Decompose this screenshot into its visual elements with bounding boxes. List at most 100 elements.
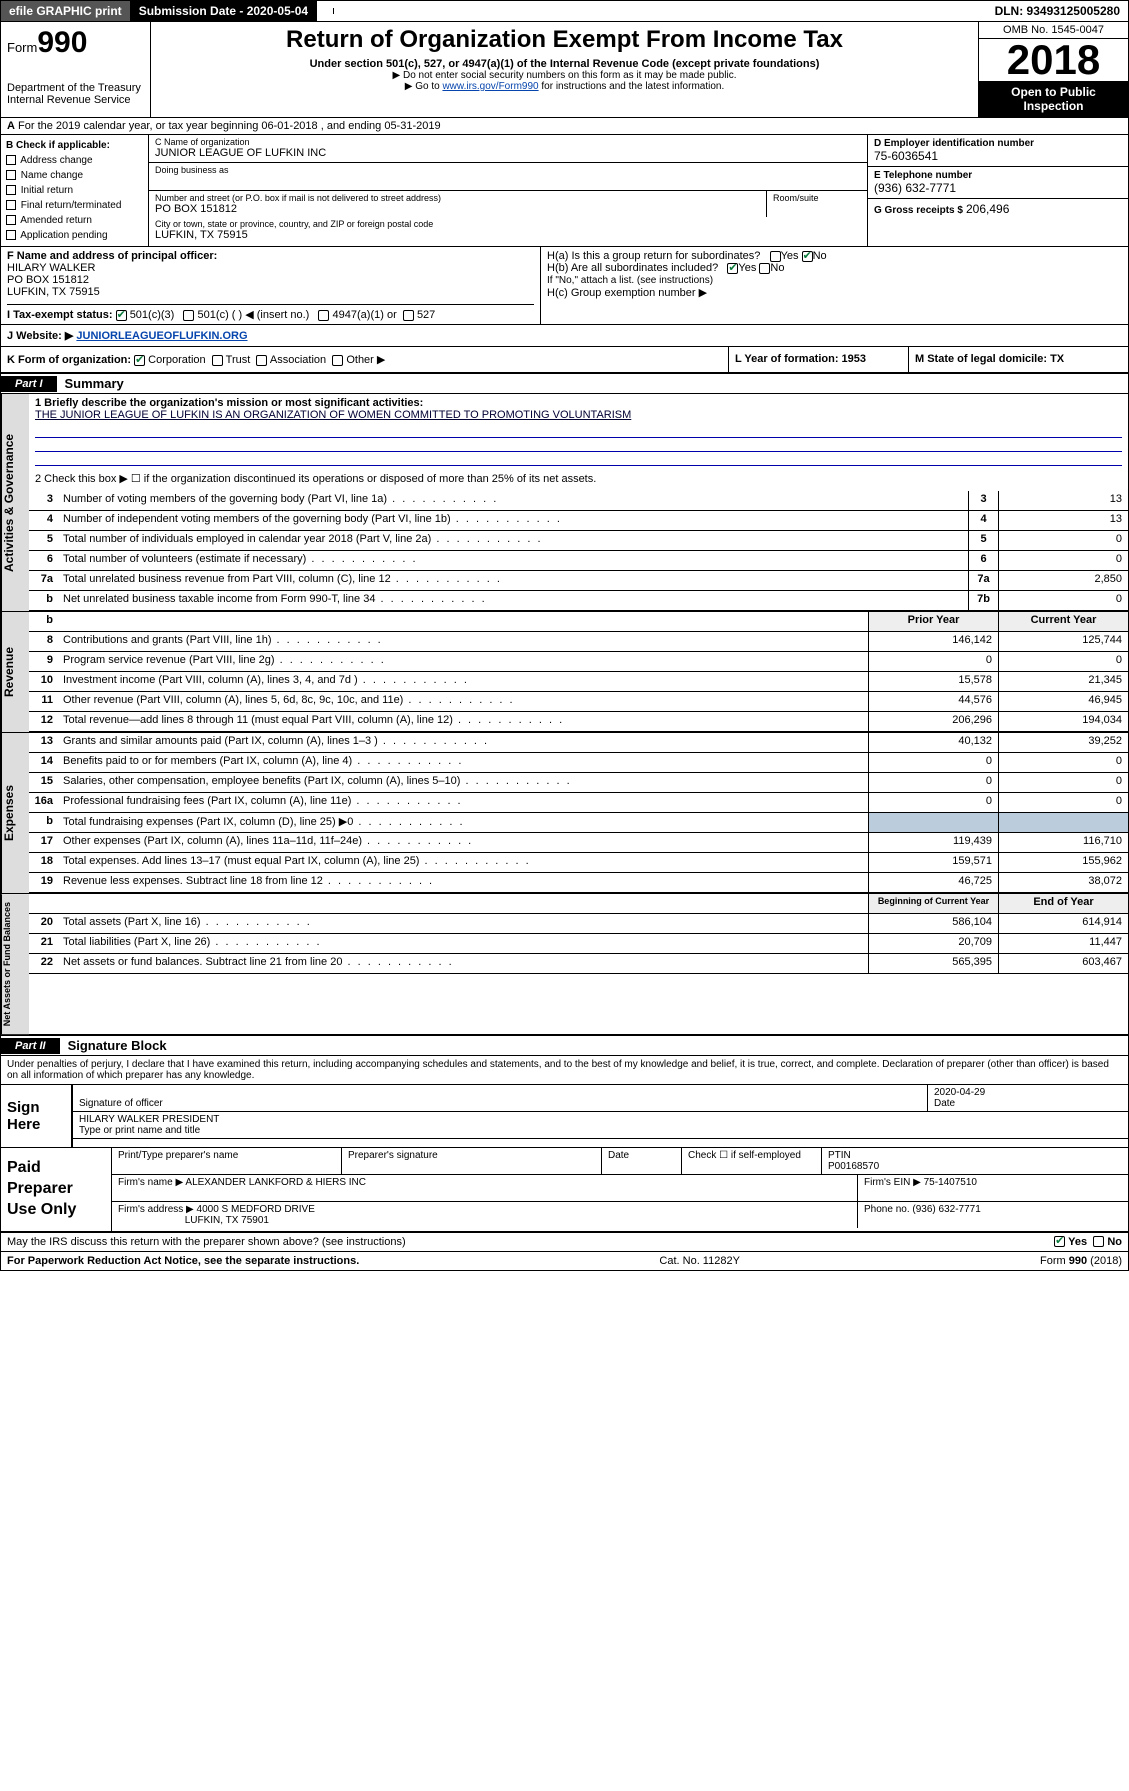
summary-row: 22Net assets or fund balances. Subtract … — [29, 954, 1128, 974]
line-a-tax-year: A For the 2019 calendar year, or tax yea… — [1, 118, 1128, 135]
summary-row: 13Grants and similar amounts paid (Part … — [29, 733, 1128, 753]
line2-checkbox: 2 Check this box ▶ ☐ if the organization… — [29, 466, 1128, 491]
year-formation: L Year of formation: 1953 — [728, 347, 908, 372]
chk-amended[interactable] — [6, 215, 16, 225]
row-current: 46,945 — [998, 692, 1128, 711]
summary-row: 21Total liabilities (Part X, line 26)20,… — [29, 934, 1128, 954]
row-desc: Total expenses. Add lines 13–17 (must eq… — [59, 853, 868, 872]
row-desc: Other expenses (Part IX, column (A), lin… — [59, 833, 868, 852]
chk-address-change[interactable] — [6, 155, 16, 165]
row-current: 0 — [998, 652, 1128, 671]
row-value: 0 — [998, 591, 1128, 610]
chk-name-change[interactable] — [6, 170, 16, 180]
chk-assoc[interactable] — [256, 355, 267, 366]
signature-field[interactable]: Signature of officer — [73, 1085, 928, 1111]
row-num: b — [29, 591, 59, 610]
row-num: 15 — [29, 773, 59, 792]
row-box: 5 — [968, 531, 998, 550]
row-num: 20 — [29, 914, 59, 933]
chk-discuss-yes[interactable] — [1054, 1236, 1065, 1247]
officer-name-title: HILARY WALKER PRESIDENTType or print nam… — [73, 1112, 1128, 1139]
irs-link[interactable]: www.irs.gov/Form990 — [442, 81, 538, 92]
row-value: 0 — [998, 531, 1128, 550]
row-value: 13 — [998, 491, 1128, 510]
discuss-row: May the IRS discuss this return with the… — [1, 1233, 1128, 1252]
row-prior: 0 — [868, 773, 998, 792]
chk-ha-yes[interactable] — [770, 251, 781, 262]
part2-title: Signature Block — [60, 1036, 175, 1055]
chk-hb-yes[interactable] — [727, 263, 738, 274]
row-desc: Total assets (Part X, line 16) — [59, 914, 868, 933]
row-num: 19 — [29, 873, 59, 892]
side-label-revenue: Revenue — [1, 612, 29, 732]
row-desc: Net assets or fund balances. Subtract li… — [59, 954, 868, 973]
row-prior: 44,576 — [868, 692, 998, 711]
chk-app-pending[interactable] — [6, 230, 16, 240]
row-num: 8 — [29, 632, 59, 651]
chk-ha-no[interactable] — [802, 251, 813, 262]
chk-discuss-no[interactable] — [1093, 1236, 1104, 1247]
gross-value: 206,496 — [966, 202, 1009, 216]
chk-501c[interactable] — [183, 310, 194, 321]
efile-button[interactable]: efile GRAPHIC print — [1, 1, 131, 21]
row-current: 39,252 — [998, 733, 1128, 752]
part1-header: Part I Summary — [1, 374, 1128, 394]
summary-row: 16aProfessional fundraising fees (Part I… — [29, 793, 1128, 813]
row-box: 3 — [968, 491, 998, 510]
row-desc: Total number of volunteers (estimate if … — [59, 551, 968, 570]
prior-year-header: Prior Year — [868, 612, 998, 631]
row-desc: Contributions and grants (Part VIII, lin… — [59, 632, 868, 651]
row-current: 614,914 — [998, 914, 1128, 933]
self-employed-chk[interactable]: Check ☐ if self-employed — [682, 1148, 822, 1174]
begin-year-header: Beginning of Current Year — [868, 894, 998, 913]
row-current: 38,072 — [998, 873, 1128, 892]
chk-corp[interactable] — [134, 355, 145, 366]
current-year-header: Current Year — [998, 612, 1128, 631]
chk-501c3[interactable] — [116, 310, 127, 321]
row-desc: Total liabilities (Part X, line 26) — [59, 934, 868, 953]
form-subtitle: Under section 501(c), 527, or 4947(a)(1)… — [159, 58, 970, 70]
row-prior: 40,132 — [868, 733, 998, 752]
row-num: 3 — [29, 491, 59, 510]
row-num: 18 — [29, 853, 59, 872]
row-num: 5 — [29, 531, 59, 550]
row-desc: Salaries, other compensation, employee b… — [59, 773, 868, 792]
row-prior: 0 — [868, 652, 998, 671]
row-prior: 586,104 — [868, 914, 998, 933]
form-title: Return of Organization Exempt From Incom… — [159, 26, 970, 54]
chk-4947[interactable] — [318, 310, 329, 321]
prep-sig-header: Preparer's signature — [342, 1148, 602, 1174]
chk-hb-no[interactable] — [759, 263, 770, 274]
footer-paperwork: For Paperwork Reduction Act Notice, see … — [1, 1252, 1128, 1270]
row-desc: Number of independent voting members of … — [59, 511, 968, 530]
col-b-checkboxes: B Check if applicable: Address change Na… — [1, 135, 149, 246]
col-c-org-info: C Name of organization JUNIOR LEAGUE OF … — [149, 135, 868, 246]
chk-initial-return[interactable] — [6, 185, 16, 195]
row-current: 125,744 — [998, 632, 1128, 651]
side-label-netassets: Net Assets or Fund Balances — [1, 894, 29, 1034]
mission-line — [35, 438, 1122, 452]
open-public-badge: Open to Public Inspection — [979, 81, 1128, 117]
chk-trust[interactable] — [212, 355, 223, 366]
chk-other[interactable] — [332, 355, 343, 366]
summary-row: 5Total number of individuals employed in… — [29, 531, 1128, 551]
website-link[interactable]: JUNIORLEAGUEOFLUFKIN.ORG — [76, 330, 247, 342]
paid-preparer-label: Paid Preparer Use Only — [1, 1148, 111, 1230]
form-header: Form990 Department of the Treasury Inter… — [1, 22, 1128, 118]
city-value: LUFKIN, TX 75915 — [155, 229, 861, 241]
submission-date: Submission Date - 2020-05-04 — [131, 1, 317, 21]
phone-value: (936) 632-7771 — [874, 181, 1122, 195]
chk-527[interactable] — [403, 310, 414, 321]
chk-final-return[interactable] — [6, 200, 16, 210]
row-desc: Revenue less expenses. Subtract line 18 … — [59, 873, 868, 892]
part1-tab: Part I — [1, 376, 57, 392]
side-label-ag: Activities & Governance — [1, 394, 29, 611]
row-current — [998, 813, 1128, 832]
line-klm: K Form of organization: Corporation Trus… — [1, 347, 1128, 374]
part1-title: Summary — [57, 374, 132, 393]
summary-row: 9Program service revenue (Part VIII, lin… — [29, 652, 1128, 672]
row-prior: 0 — [868, 793, 998, 812]
row-current: 0 — [998, 773, 1128, 792]
summary-row: bNet unrelated business taxable income f… — [29, 591, 1128, 611]
summary-row: 3Number of voting members of the governi… — [29, 491, 1128, 511]
